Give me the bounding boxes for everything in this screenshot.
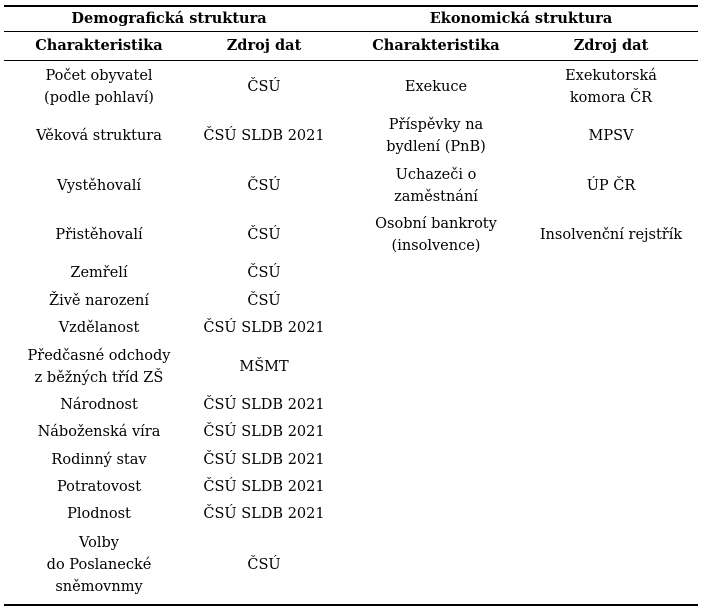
column-header-source-economic: Zdroj dat (573, 37, 649, 54)
demographic-characteristic: Počet obyvatel (podle pohlaví) (44, 68, 154, 106)
demographic-source: ČSÚ SLDB 2021 (203, 128, 325, 144)
demographic-source: ČSÚ SLDB 2021 (203, 320, 325, 336)
economic-source: MPSV (588, 128, 634, 144)
demographic-source: ČSÚ (247, 265, 281, 281)
economic-characteristic: Uchazeči o zaměstnání (394, 167, 478, 205)
demographic-characteristic: Rodinný stav (51, 452, 147, 468)
table-top-rule (4, 5, 698, 7)
demographic-characteristic: Přistěhovalí (55, 227, 143, 243)
demographic-characteristic: Věková struktura (36, 128, 162, 144)
demographic-source: ČSÚ (247, 293, 281, 309)
demographic-characteristic: Náboženská víra (37, 424, 161, 440)
group-header-demographic: Demografická struktura (71, 10, 267, 27)
economic-characteristic: Exekuce (404, 79, 468, 95)
column-header-characteristic-economic: Charakteristika (372, 37, 500, 54)
demographic-source: ČSÚ SLDB 2021 (203, 452, 325, 468)
demographic-source: ČSÚ SLDB 2021 (203, 506, 325, 522)
economic-source: Exekutorská komora ČR (565, 68, 657, 106)
group-header-rule (4, 31, 698, 32)
demographic-characteristic: Vystěhovalí (56, 178, 142, 194)
group-header-economic: Ekonomická struktura (429, 10, 613, 27)
demographic-source: ČSÚ (247, 227, 281, 243)
column-header-characteristic-demographic: Charakteristika (35, 37, 163, 54)
economic-characteristic: Příspěvky na bydlení (PnB) (386, 117, 486, 155)
demographic-source: ČSÚ (247, 178, 281, 194)
column-header-source-demographic: Zdroj dat (226, 37, 302, 54)
demographic-characteristic: Zemřelí (70, 265, 128, 281)
demographic-characteristic: Národnost (60, 397, 138, 413)
demographic-characteristic: Potratovost (56, 479, 142, 495)
economic-characteristic: Osobní bankroty (insolvence) (375, 216, 497, 254)
demographic-characteristic: Vzdělanost (58, 320, 140, 336)
demographic-source: ČSÚ SLDB 2021 (203, 479, 325, 495)
demographic-source: ČSÚ SLDB 2021 (203, 424, 325, 440)
economic-source: Insolvenční rejstřík (539, 227, 683, 243)
demographic-characteristic: Plodnost (67, 506, 131, 522)
demographic-source: ČSÚ (247, 557, 281, 573)
demographic-characteristic: Volby do Poslanecké sněmovnmy (46, 535, 152, 595)
demographic-source: MŠMT (239, 359, 289, 375)
demographic-source: ČSÚ SLDB 2021 (203, 397, 325, 413)
table-bottom-rule (4, 604, 698, 606)
demographic-source: ČSÚ (247, 79, 281, 95)
economic-source: ÚP ČR (586, 178, 636, 194)
demographic-characteristic: Živě narození (49, 293, 149, 309)
column-header-rule (4, 60, 698, 61)
demographic-characteristic: Předčasné odchody z běžných tříd ZŠ (27, 348, 171, 386)
